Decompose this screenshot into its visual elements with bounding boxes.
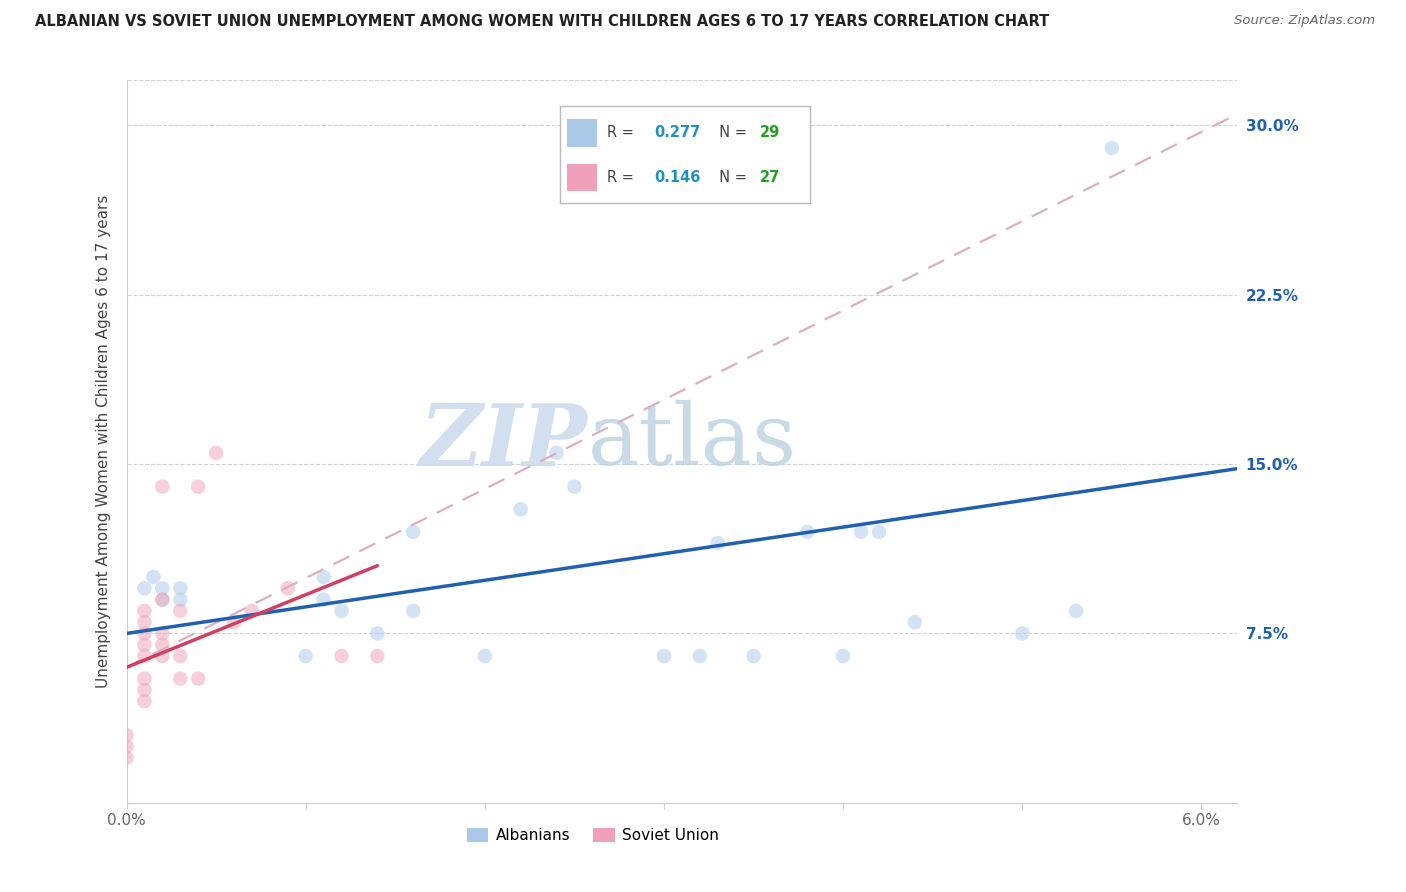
Point: [115, 728, 138, 742]
Text: atlas: atlas: [588, 400, 797, 483]
Point: [134, 604, 156, 618]
Point: [134, 615, 156, 630]
Point: [134, 682, 156, 697]
Point: [169, 592, 191, 607]
Point: [796, 524, 818, 539]
Point: [330, 604, 353, 618]
Point: [150, 582, 173, 596]
Point: [849, 524, 872, 539]
Point: [134, 672, 156, 686]
Point: [115, 739, 138, 754]
Point: [134, 648, 156, 663]
Point: [134, 694, 156, 708]
Text: ALBANIAN VS SOVIET UNION UNEMPLOYMENT AMONG WOMEN WITH CHILDREN AGES 6 TO 17 YEA: ALBANIAN VS SOVIET UNION UNEMPLOYMENT AM…: [35, 14, 1049, 29]
Point: [689, 648, 711, 663]
Point: [240, 604, 263, 618]
Point: [1011, 626, 1033, 640]
Point: [564, 480, 586, 494]
Point: [366, 626, 388, 640]
Point: [150, 480, 173, 494]
Point: [169, 648, 191, 663]
Point: [169, 672, 191, 686]
Point: [1064, 604, 1087, 618]
Point: [169, 582, 191, 596]
Point: [169, 604, 191, 618]
Point: [150, 592, 173, 607]
Legend: Albanians, Soviet Union: Albanians, Soviet Union: [461, 822, 725, 849]
Point: [205, 446, 228, 460]
Point: [474, 648, 496, 663]
Point: [277, 582, 299, 596]
Point: [312, 592, 335, 607]
Point: [134, 582, 156, 596]
Point: [546, 446, 568, 460]
Y-axis label: Unemployment Among Women with Children Ages 6 to 17 years: Unemployment Among Women with Children A…: [96, 194, 111, 689]
Point: [509, 502, 531, 516]
Point: [115, 750, 138, 764]
Point: [150, 626, 173, 640]
Point: [868, 524, 890, 539]
Point: [294, 648, 316, 663]
Text: Source: ZipAtlas.com: Source: ZipAtlas.com: [1234, 14, 1375, 28]
Point: [402, 604, 425, 618]
Point: [366, 648, 388, 663]
Point: [1101, 141, 1123, 155]
Text: ZIP: ZIP: [419, 400, 588, 483]
Point: [832, 648, 855, 663]
Point: [150, 648, 173, 663]
Point: [150, 592, 173, 607]
Point: [312, 570, 335, 584]
Point: [187, 672, 209, 686]
Point: [142, 570, 165, 584]
Point: [134, 638, 156, 652]
Point: [222, 615, 245, 630]
Point: [402, 524, 425, 539]
Point: [134, 626, 156, 640]
Point: [150, 638, 173, 652]
Point: [187, 480, 209, 494]
Point: [652, 648, 675, 663]
Point: [742, 648, 765, 663]
Point: [904, 615, 927, 630]
Point: [330, 648, 353, 663]
Point: [706, 536, 728, 550]
